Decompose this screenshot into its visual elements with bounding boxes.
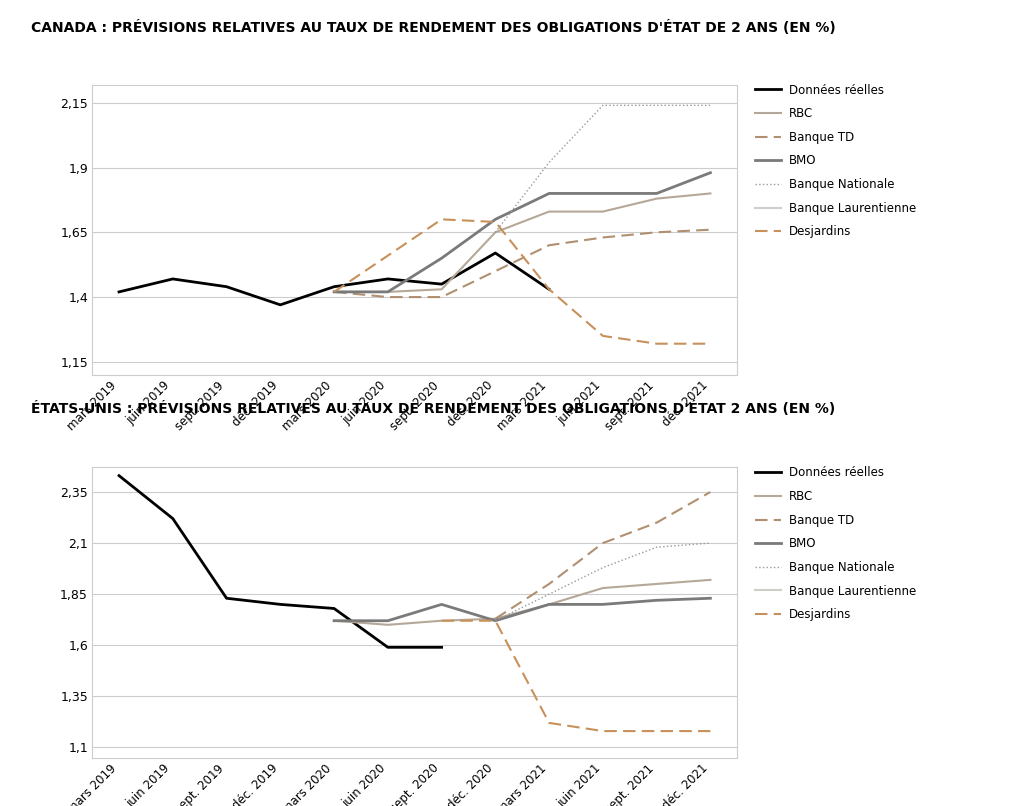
Legend: Données réelles, RBC, Banque TD, BMO, Banque Nationale, Banque Laurentienne, Des: Données réelles, RBC, Banque TD, BMO, Ba… bbox=[751, 79, 922, 243]
Text: ÉTATS-UNIS : PRÉVISIONS RELATIVES AU TAUX DE RENDEMENT DES OBLIGATIONS D'ÉTAT 2 : ÉTATS-UNIS : PRÉVISIONS RELATIVES AU TAU… bbox=[31, 401, 835, 416]
Legend: Données réelles, RBC, Banque TD, BMO, Banque Nationale, Banque Laurentienne, Des: Données réelles, RBC, Banque TD, BMO, Ba… bbox=[751, 462, 922, 626]
Text: CANADA : PRÉVISIONS RELATIVES AU TAUX DE RENDEMENT DES OBLIGATIONS D'ÉTAT DE 2 A: CANADA : PRÉVISIONS RELATIVES AU TAUX DE… bbox=[31, 20, 836, 35]
